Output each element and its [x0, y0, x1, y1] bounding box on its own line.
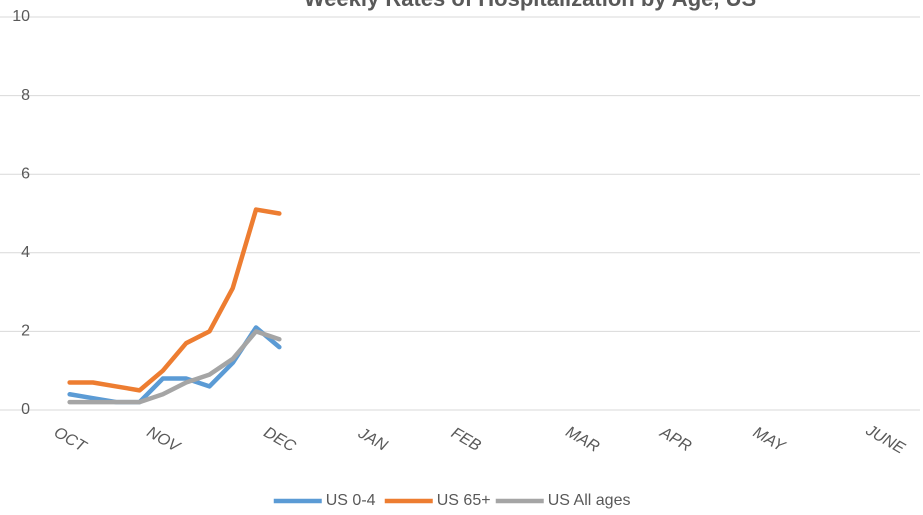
y-tick-label: 4: [21, 244, 30, 261]
chart-title: Weekly Rates of Hospitalization by Age, …: [304, 0, 756, 11]
y-tick-label: 8: [21, 87, 30, 104]
x-tick-label: NOV: [144, 424, 184, 457]
legend-label: US All ages: [548, 492, 631, 509]
x-tick-label: FEB: [448, 425, 484, 455]
y-tick-label: 2: [21, 323, 30, 340]
legend-label: US 65+: [437, 492, 491, 509]
y-tick-label: 0: [21, 401, 30, 418]
x-tick-label: JUNE: [862, 421, 908, 457]
x-tick-label: JAN: [354, 424, 390, 455]
y-tick-label: 6: [21, 165, 30, 182]
x-tick-label: MAY: [750, 424, 789, 456]
series-line: [67, 329, 282, 405]
x-tick-label: OCT: [51, 424, 90, 456]
y-tick-label: 10: [12, 8, 30, 25]
x-tick-label: MAR: [563, 424, 603, 457]
legend-label: US 0-4: [326, 492, 376, 509]
x-tick-label: DEC: [261, 424, 299, 456]
x-tick-label: APR: [656, 424, 694, 456]
series-line: [67, 207, 282, 393]
